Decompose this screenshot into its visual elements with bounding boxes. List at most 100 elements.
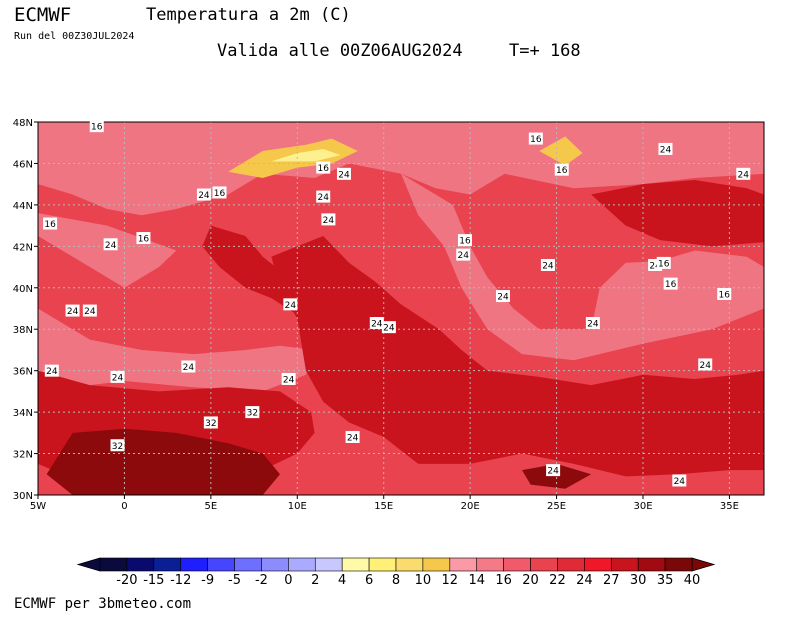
contour-label: 24 bbox=[317, 193, 329, 203]
legend-swatch bbox=[314, 557, 343, 572]
contour-label-box bbox=[316, 161, 331, 174]
legend-label: 10 bbox=[415, 573, 432, 588]
lon-tick-label: 25E bbox=[547, 501, 566, 512]
contour-label: 16 bbox=[719, 290, 731, 300]
legend-swatch bbox=[153, 557, 182, 572]
legend-label: -12 bbox=[170, 573, 191, 588]
legend-swatch bbox=[395, 557, 424, 572]
legend-swatch bbox=[288, 557, 316, 572]
contour-label: 24 bbox=[46, 367, 58, 377]
contour-label-box bbox=[82, 304, 97, 317]
legend-swatch bbox=[207, 557, 235, 572]
legend-swatch bbox=[530, 557, 558, 572]
contour-label-box bbox=[110, 370, 125, 383]
contour-label-box bbox=[345, 430, 360, 443]
contour-label: 24 bbox=[542, 261, 554, 271]
lat-lon-grid bbox=[38, 122, 764, 495]
contour-label: 24 bbox=[700, 361, 712, 371]
legend-arrow-left bbox=[76, 557, 101, 572]
legend-swatch bbox=[476, 557, 504, 572]
contour-label-box bbox=[136, 232, 151, 245]
lat-tick-label: 40N bbox=[13, 284, 33, 295]
contour-label-box bbox=[698, 358, 713, 371]
run-time: Run del 00Z30JUL2024 bbox=[14, 31, 135, 42]
contour-label: 24 bbox=[649, 261, 661, 271]
contour-label: 16 bbox=[214, 189, 226, 199]
legend-label: 8 bbox=[392, 573, 400, 588]
temperature-band bbox=[202, 225, 306, 313]
lon-tick-label: 5W bbox=[30, 501, 46, 512]
contour-label: 16 bbox=[317, 164, 329, 174]
contour-label-box bbox=[281, 372, 296, 385]
legend-arrow-right bbox=[691, 557, 716, 572]
forecast-step: T=+ 168 bbox=[509, 41, 581, 61]
temperature-fill bbox=[38, 122, 764, 495]
legend-label: 0 bbox=[284, 573, 292, 588]
contour-label-box bbox=[658, 142, 673, 155]
contour-label-box bbox=[717, 287, 732, 300]
lon-tick-label: 35E bbox=[720, 501, 739, 512]
contour-label: 24 bbox=[338, 170, 350, 180]
temperature-band bbox=[591, 180, 764, 247]
model-name: ECMWF bbox=[14, 4, 72, 26]
temperature-band bbox=[38, 213, 177, 288]
legend-label: -20 bbox=[116, 573, 137, 588]
contour-labels: 16 16 16 24 24 24 24 16 24 16 24 24 24 24 24 24 24 24 24 32… bbox=[43, 120, 751, 487]
legend-swatch bbox=[261, 557, 289, 572]
contour-label-box bbox=[546, 464, 561, 477]
temperature-band bbox=[46, 428, 281, 495]
legend-label: 20 bbox=[522, 573, 539, 588]
legend-label: -2 bbox=[255, 573, 268, 588]
legend-swatch bbox=[99, 557, 128, 572]
contour-label-box bbox=[656, 256, 671, 269]
temperature-band bbox=[539, 136, 583, 166]
credit-text: ECMWF per 3bmeteo.com bbox=[14, 596, 192, 612]
contour-label-box bbox=[321, 213, 336, 226]
legend-label: 2 bbox=[311, 573, 319, 588]
contour-label: 24 bbox=[105, 241, 117, 251]
legend-swatch bbox=[368, 557, 397, 572]
contour-label: 24 bbox=[112, 373, 124, 383]
contour-label: 16 bbox=[556, 166, 568, 176]
contour-label: 16 bbox=[44, 220, 56, 230]
temperature-band bbox=[401, 173, 764, 361]
legend-swatch bbox=[126, 557, 155, 572]
contour-label-box bbox=[316, 190, 331, 203]
map-frame bbox=[37, 121, 765, 496]
legend-swatch bbox=[180, 557, 208, 572]
contour-label: 24 bbox=[347, 433, 359, 443]
legend-swatch bbox=[664, 557, 693, 572]
contour-label: 16 bbox=[138, 235, 150, 245]
lon-tick-label: 20E bbox=[461, 501, 480, 512]
temperature-band bbox=[271, 148, 341, 162]
contour-label: 32 bbox=[247, 409, 258, 419]
contour-label: 24 bbox=[371, 320, 383, 330]
legend-swatch bbox=[503, 557, 531, 572]
legend-swatch bbox=[557, 557, 585, 572]
contour-label: 24 bbox=[183, 363, 195, 373]
contour-label-box bbox=[540, 258, 555, 271]
contour-label-box bbox=[110, 439, 125, 452]
legend-label: 16 bbox=[495, 573, 512, 588]
contour-label: 24 bbox=[547, 467, 559, 477]
legend-label: 24 bbox=[576, 573, 593, 588]
legend-label: -5 bbox=[228, 573, 241, 588]
legend-label: 40 bbox=[684, 573, 701, 588]
legend-label: 30 bbox=[630, 573, 647, 588]
contour-label-box bbox=[44, 364, 59, 377]
contour-label-box bbox=[528, 132, 543, 145]
contour-label: 24 bbox=[674, 477, 686, 487]
contour-label-box bbox=[43, 217, 58, 230]
contour-label-box bbox=[672, 474, 687, 487]
contour-label-box bbox=[585, 317, 600, 330]
contour-label-box bbox=[456, 248, 471, 261]
contour-label: 24 bbox=[198, 191, 210, 201]
legend-label: 4 bbox=[338, 573, 346, 588]
contour-label: 24 bbox=[587, 320, 599, 330]
legend-swatch bbox=[610, 557, 639, 572]
contour-label: 16 bbox=[459, 237, 471, 247]
lat-tick-label: 48N bbox=[13, 118, 33, 129]
valid-time: Valida alle 00Z06AUG2024 bbox=[217, 41, 463, 61]
lon-tick-label: 0 bbox=[121, 501, 127, 512]
